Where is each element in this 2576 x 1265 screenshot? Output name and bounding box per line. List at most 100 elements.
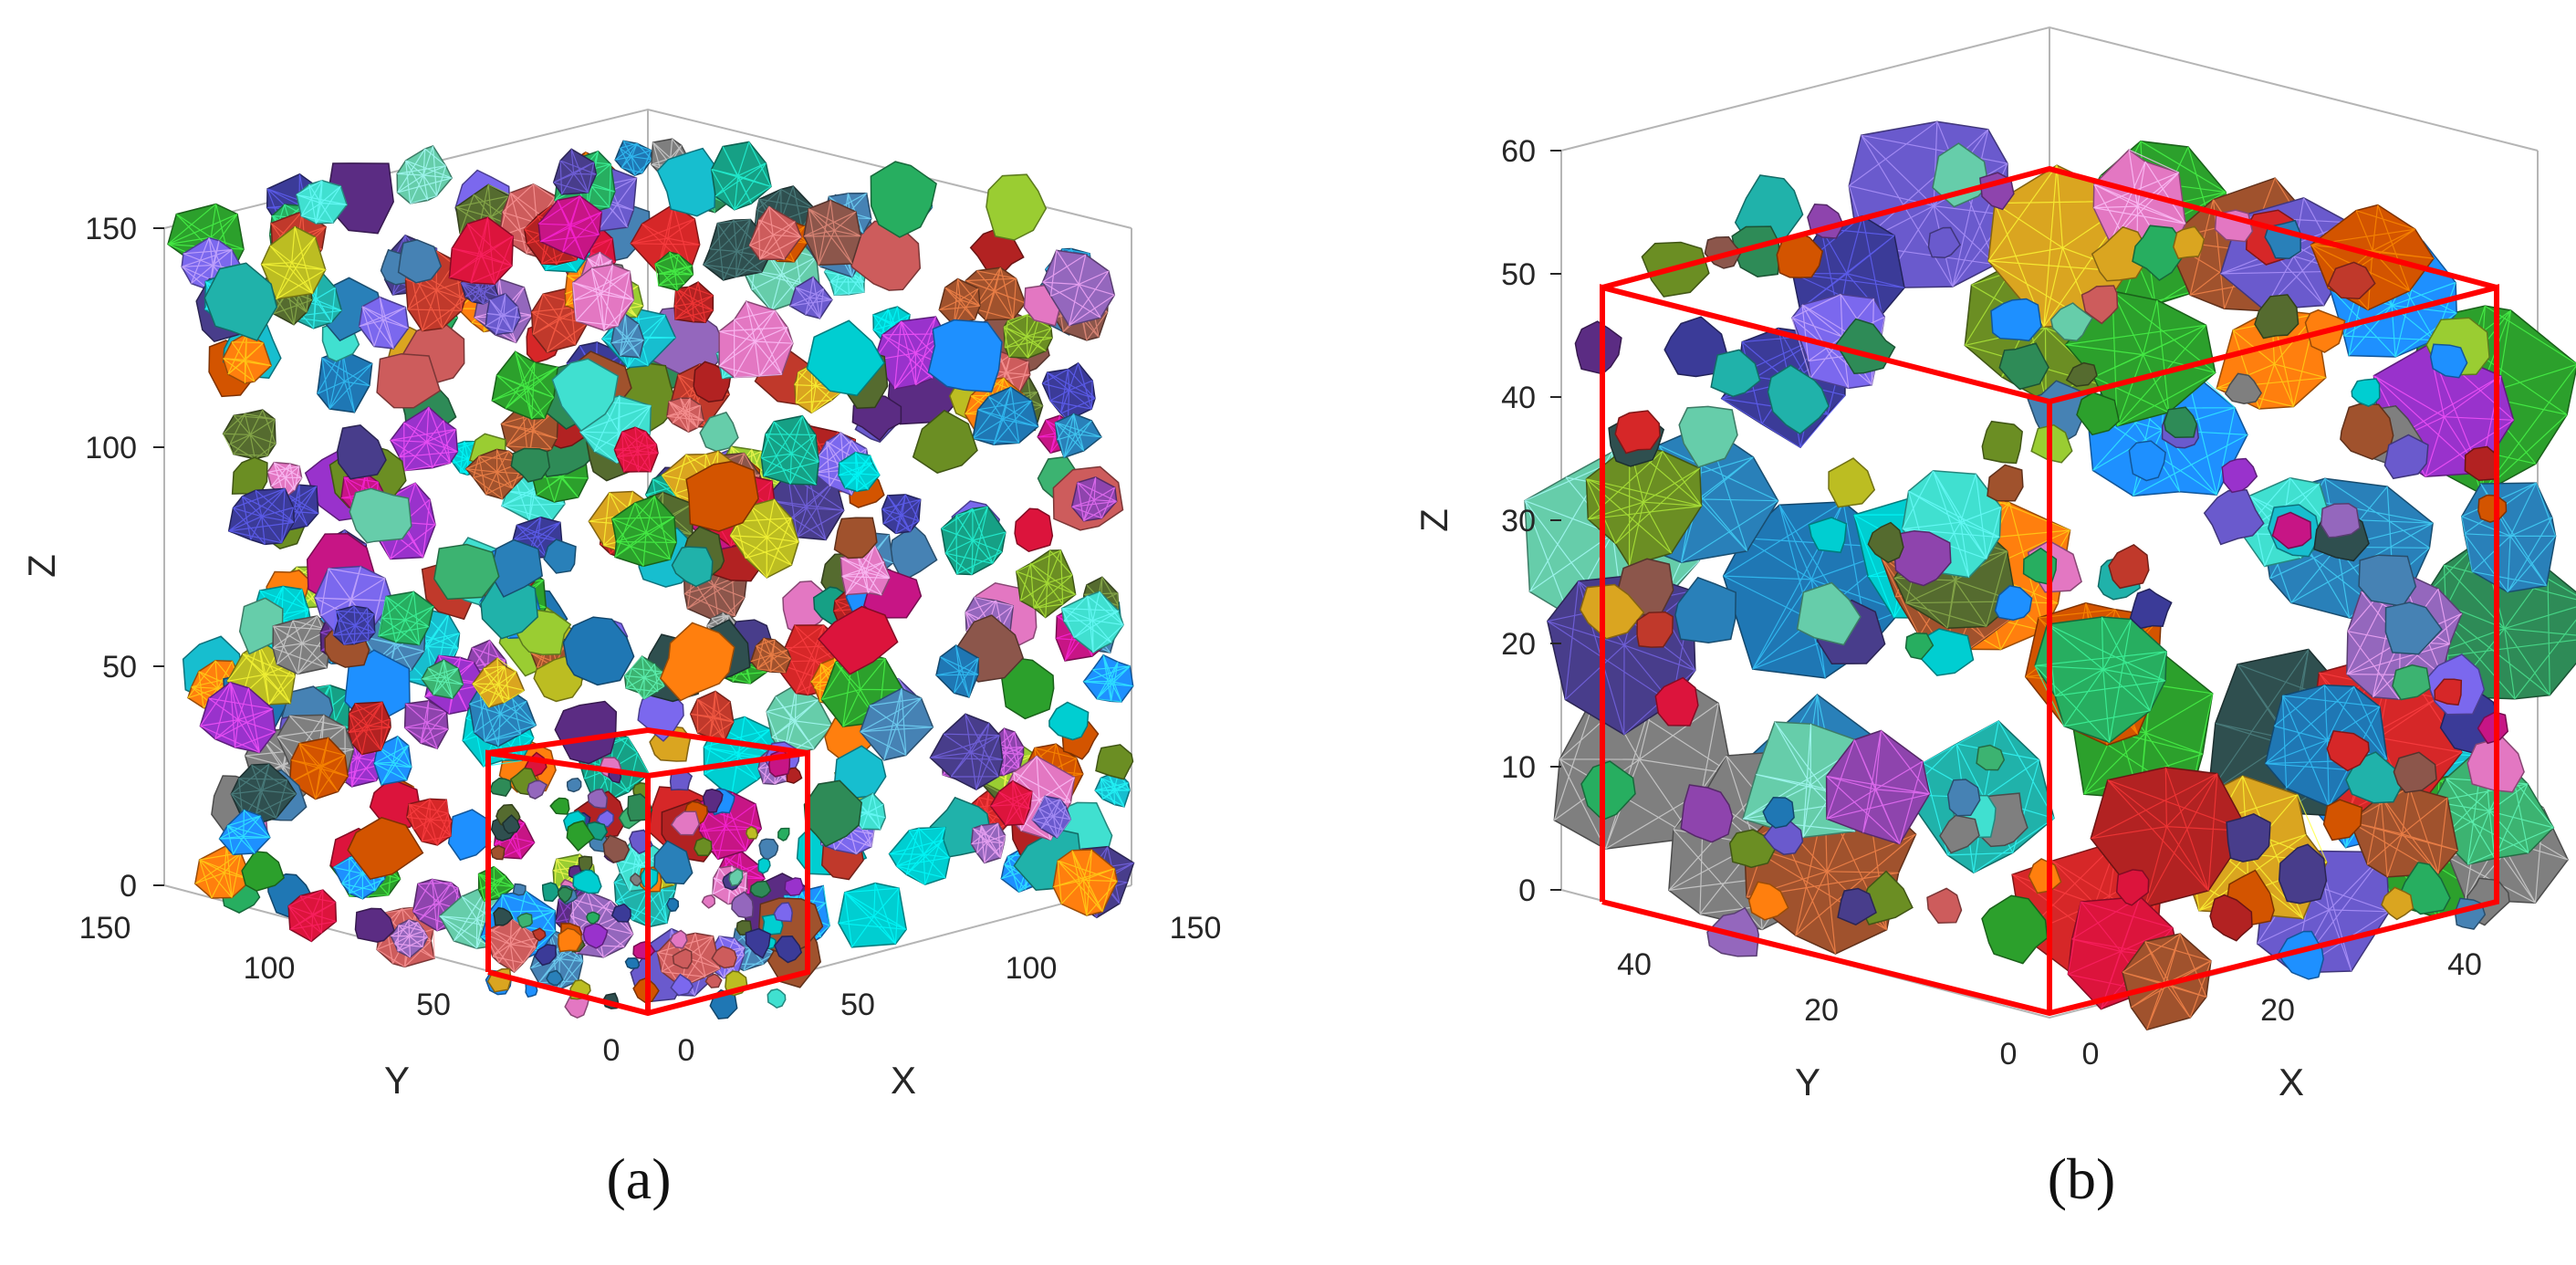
particle — [2203, 489, 2265, 546]
particle — [870, 161, 937, 238]
particle — [833, 517, 878, 559]
particle-mesh — [289, 737, 349, 800]
particle-mesh — [750, 637, 792, 674]
particle-mesh — [332, 605, 376, 645]
particle-mesh — [990, 780, 1033, 826]
x-tick-label: 100 — [1006, 951, 1058, 986]
particle-mesh — [1055, 413, 1102, 458]
particle — [502, 814, 521, 834]
particle — [774, 936, 803, 964]
particle-mesh — [485, 918, 540, 973]
particle — [1981, 894, 2049, 965]
z-tick-label: 100 — [85, 431, 137, 465]
particle-mesh — [711, 141, 772, 211]
particle — [551, 358, 620, 433]
particle — [2393, 751, 2437, 793]
particle — [336, 424, 387, 480]
highlight-box-b — [1600, 165, 2499, 1017]
particle-mesh — [472, 657, 525, 708]
particle — [596, 809, 614, 828]
particle-mesh — [760, 415, 819, 486]
particle — [2076, 392, 2121, 436]
particle-mesh — [199, 682, 276, 754]
x-tick-label: 40 — [2447, 947, 2482, 982]
particle — [610, 903, 631, 923]
subvolume-particles-a — [485, 748, 805, 1019]
particle — [701, 894, 716, 909]
particle — [1981, 420, 2023, 465]
particle — [2381, 886, 2414, 921]
highlight-box-a — [485, 727, 810, 1017]
particle — [491, 350, 559, 420]
particle-mesh — [614, 426, 659, 473]
particle-mesh — [396, 145, 453, 204]
particle-mesh — [935, 644, 979, 698]
y-tick-label: 150 — [79, 911, 131, 946]
particle-mesh — [373, 736, 412, 786]
particle — [2221, 457, 2258, 494]
y-tick-label: 20 — [1804, 993, 1839, 1028]
particle — [582, 923, 609, 949]
z-axis-label: Z — [1413, 508, 1455, 532]
particle — [546, 969, 564, 987]
particle — [693, 837, 713, 856]
particle — [397, 239, 443, 284]
particle-mesh — [718, 300, 794, 379]
particle — [630, 873, 642, 887]
particle — [2434, 678, 2463, 706]
particle — [510, 447, 551, 483]
z-tick-label: 40 — [1501, 381, 1536, 415]
particle — [493, 906, 514, 926]
particle-mesh — [219, 809, 271, 855]
particle — [376, 352, 442, 409]
particle — [238, 597, 284, 655]
particle-mesh — [873, 316, 946, 390]
caption-b: (b) — [2047, 1146, 2116, 1211]
particle-mesh — [422, 659, 464, 699]
plot-a: 0 50 100 150 Z 150 100 50 0 Y 0 50 100 1… — [20, 108, 1221, 1102]
particle-mesh — [378, 591, 434, 646]
axis-ticks-a — [153, 227, 164, 886]
particle — [817, 605, 899, 675]
particle-mesh — [624, 655, 665, 700]
particle — [587, 788, 609, 809]
plot-b: 0 10 20 30 40 50 60 Z 40 20 0 Y 0 20 40 … — [1413, 26, 2576, 1103]
particle-mesh — [631, 204, 700, 273]
particle-mesh — [485, 293, 521, 335]
particle — [746, 825, 758, 840]
particle-mesh — [266, 462, 303, 498]
y-axis-label: Y — [384, 1059, 410, 1102]
particle-mesh — [965, 267, 1026, 320]
particle — [702, 789, 724, 813]
particle-mesh — [404, 700, 449, 749]
particle — [758, 838, 779, 861]
particle — [1990, 298, 2042, 342]
particle — [541, 882, 559, 903]
particle — [1663, 316, 1729, 378]
particle-mesh — [939, 278, 981, 327]
particle — [986, 173, 1048, 241]
particle-mesh — [261, 226, 327, 300]
axis-ticks-b — [1550, 150, 1561, 891]
particle — [1580, 760, 1636, 821]
particle — [2383, 434, 2429, 480]
particle — [490, 844, 506, 861]
particle — [1946, 779, 1981, 817]
particle-mesh — [537, 195, 602, 260]
particle-mesh — [1016, 549, 1076, 618]
particle — [447, 809, 492, 862]
y-tick-label: 0 — [603, 1033, 621, 1068]
particle — [1776, 233, 1824, 278]
particle — [1837, 887, 1877, 926]
particle — [1987, 464, 2024, 502]
particle-mesh — [465, 449, 527, 500]
particle-mesh — [941, 506, 1006, 575]
particle-mesh — [449, 216, 514, 285]
particle — [2108, 544, 2150, 590]
particle-mesh — [317, 350, 373, 413]
z-tick-label: 50 — [102, 650, 137, 685]
particle — [1867, 521, 1904, 564]
particle — [757, 857, 771, 874]
particle-mesh — [2265, 685, 2388, 807]
particle-mesh — [930, 714, 1003, 790]
